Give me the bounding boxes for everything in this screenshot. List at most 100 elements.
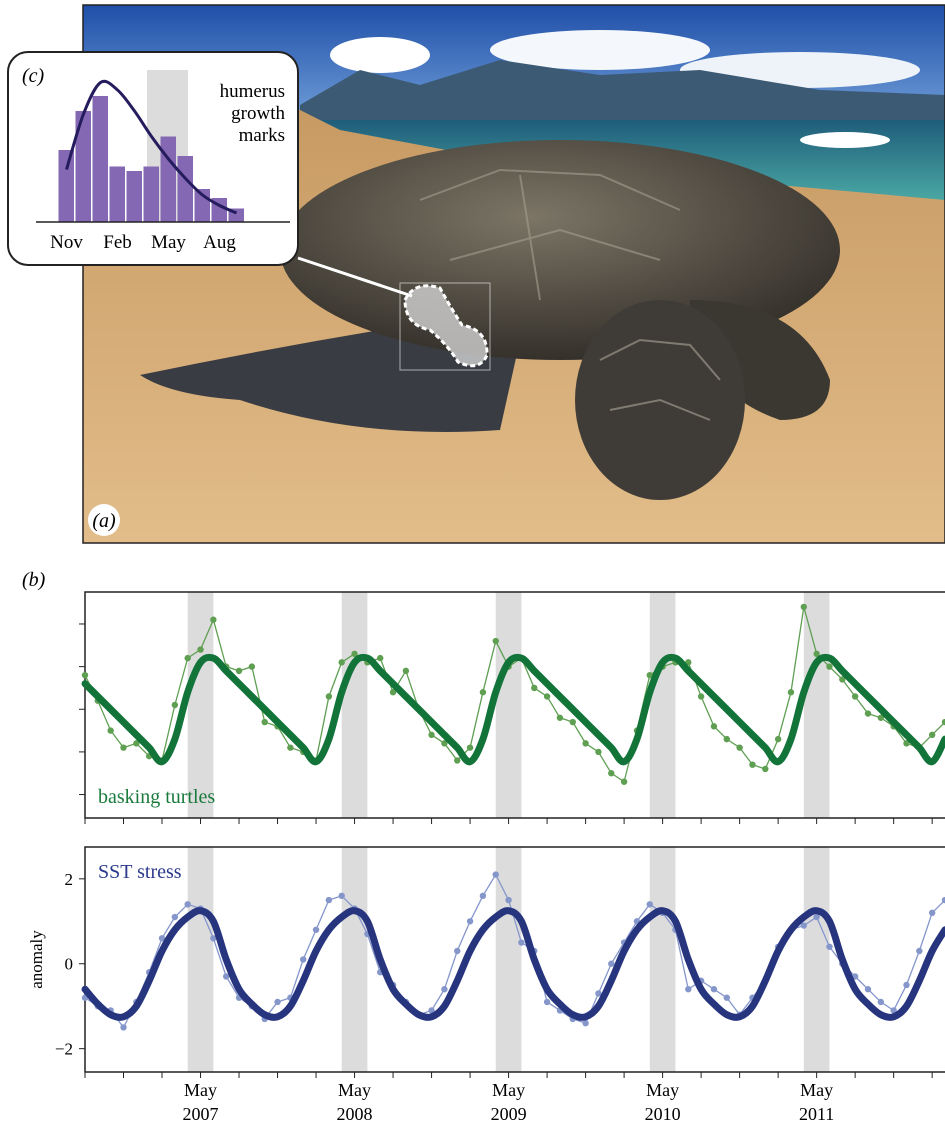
- observed-point: [877, 714, 885, 721]
- mountains: [300, 60, 945, 130]
- observed-point: [338, 659, 345, 666]
- observed-point: [171, 701, 179, 709]
- observed-point: [787, 689, 795, 696]
- panel-top: basking turtles (b): [22, 569, 945, 824]
- cloud: [490, 30, 710, 70]
- observed-point: [595, 748, 602, 756]
- observed-point: [389, 689, 397, 696]
- observed-point: [158, 935, 166, 942]
- observed-point: [184, 654, 191, 662]
- observed-point: [723, 735, 730, 743]
- observed-point: [81, 671, 89, 679]
- histogram-bar: [92, 96, 108, 222]
- histogram-bar: [160, 136, 176, 222]
- x-tick-label: May: [151, 232, 186, 253]
- flipper: [690, 300, 830, 420]
- histogram-bar: [109, 166, 125, 222]
- bone-box: [399, 282, 491, 371]
- histogram-bar: [75, 111, 91, 222]
- observed-point: [184, 901, 191, 908]
- observed-point: [466, 918, 474, 925]
- y-tick-label: −2: [55, 1040, 73, 1059]
- observed-point: [774, 735, 782, 743]
- observed-point: [877, 998, 885, 1006]
- x-tick-label: Nov: [50, 232, 83, 253]
- observed-point: [133, 740, 140, 747]
- observed-point: [300, 956, 307, 963]
- observed-point: [312, 926, 320, 933]
- observed-point: [839, 676, 846, 683]
- observed-point: [608, 960, 615, 967]
- observed-point: [762, 765, 769, 773]
- observed-point: [325, 693, 333, 700]
- observed-point: [543, 693, 551, 700]
- observed-point: [210, 935, 217, 942]
- observed-point: [351, 650, 358, 658]
- observed-point: [197, 646, 204, 653]
- label-badge: [88, 504, 120, 536]
- panel-label: (b): [22, 569, 46, 591]
- observed-point: [569, 718, 576, 726]
- annotation: growth: [231, 103, 285, 124]
- observed-point: [441, 740, 448, 747]
- observed-point: [428, 731, 435, 739]
- observed-point: [338, 892, 345, 900]
- panel-bottom: −2 0 2 May 2007 May 2008 May 2009 May 2010 May 2011 S…: [27, 846, 945, 1124]
- observed-point: [222, 973, 230, 980]
- x-tick-label: May 2010: [645, 1080, 681, 1124]
- observed-point: [864, 986, 872, 993]
- observed-point: [377, 654, 384, 662]
- observed-point: [543, 998, 551, 1006]
- observed-point: [890, 1007, 897, 1014]
- shaded-season: [187, 592, 214, 818]
- observed-point: [697, 693, 705, 700]
- observed-point: [428, 1007, 435, 1014]
- observed-point: [556, 714, 564, 721]
- observed-point: [941, 896, 945, 904]
- observed-point: [492, 637, 499, 645]
- shaded-season: [495, 592, 522, 818]
- observed-point: [274, 998, 281, 1006]
- wave: [800, 132, 890, 148]
- observed-point: [120, 1024, 127, 1031]
- y-axis-label: anomaly: [27, 930, 46, 989]
- observed-point: [864, 710, 872, 717]
- shaded-season: [341, 847, 368, 1072]
- shaded-season: [803, 847, 830, 1072]
- shaded-season: [187, 847, 214, 1072]
- annotation: marks: [239, 125, 285, 146]
- observed-point: [441, 986, 448, 993]
- x-tick-label: May 2009: [491, 1080, 527, 1124]
- observed-point: [107, 727, 114, 734]
- observed-point: [171, 913, 179, 921]
- observed-point: [582, 740, 589, 747]
- observed-point: [518, 939, 525, 946]
- fit-line: [81, 907, 945, 1021]
- shaded-season: [495, 847, 522, 1072]
- photo-frame: [82, 4, 945, 544]
- observed-point: [903, 740, 910, 747]
- annotation: humerus: [220, 81, 285, 102]
- observed-point: [736, 744, 743, 751]
- histogram-bar: [177, 156, 193, 222]
- y-tick-label: 2: [65, 870, 74, 889]
- fit-line: [81, 653, 945, 766]
- observed-point: [492, 871, 499, 878]
- x-tick-label: Feb: [103, 232, 132, 253]
- shaded-season: [649, 847, 676, 1072]
- x-tick-label: Aug: [203, 232, 236, 253]
- shaded-season: [649, 592, 676, 818]
- connector: [297, 256, 413, 298]
- panel-label: (c): [22, 65, 45, 87]
- observed-point: [287, 744, 294, 751]
- observed-point: [749, 761, 756, 768]
- observed-point: [608, 770, 615, 777]
- frame: [84, 591, 945, 819]
- observed-point: [454, 757, 461, 764]
- observed-point: [479, 689, 487, 696]
- observed-point: [210, 616, 217, 623]
- observed-point: [723, 994, 730, 1001]
